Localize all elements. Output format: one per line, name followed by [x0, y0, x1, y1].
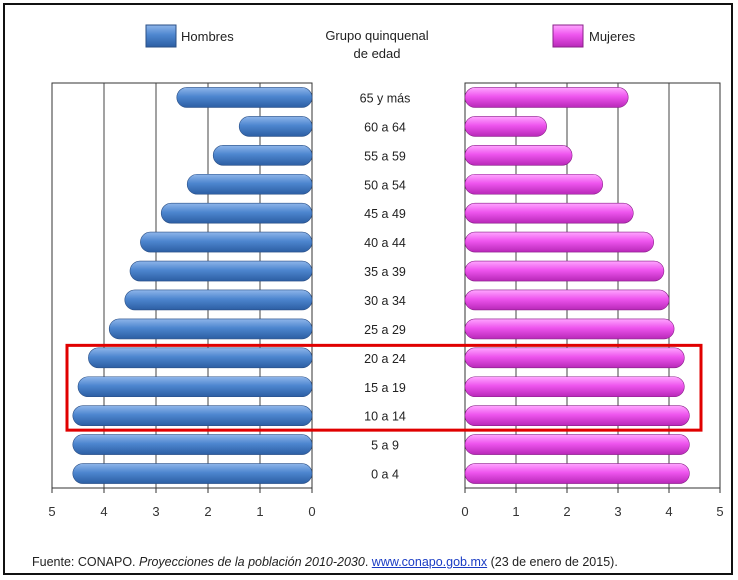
- center-title-line1: Grupo quinquenal: [325, 28, 428, 43]
- bar-women: [464, 318, 675, 340]
- bar-men: [238, 116, 313, 137]
- tick-label-right: 1: [512, 504, 519, 519]
- age-group-label: 55 a 59: [364, 149, 406, 163]
- bar-women: [464, 202, 634, 224]
- age-group-label: 15 a 19: [364, 381, 406, 395]
- source-suffix: (23 de enero de 2015).: [487, 555, 618, 569]
- age-group-label: 25 a 29: [364, 323, 406, 337]
- age-group-label: 10 a 14: [364, 410, 406, 424]
- source-title: Proyecciones de la población 2010-2030: [138, 555, 365, 569]
- bar-men: [212, 145, 313, 166]
- left-axis-ticks: 5 4 3 2 1 0: [48, 488, 316, 519]
- bar-men: [140, 231, 313, 253]
- bar-women: [464, 434, 690, 455]
- tick-label-right: 4: [665, 504, 672, 519]
- age-group-label: 35 a 39: [364, 265, 406, 279]
- tick-label-left: 0: [308, 504, 315, 519]
- age-group-labels: 65 y más 60 a 64 55 a 59 50 a 54 45 a 49 40 a…: [360, 91, 411, 481]
- bar-women: [464, 463, 690, 484]
- tick-label-right: 0: [461, 504, 468, 519]
- tick-label-right: 3: [614, 504, 621, 519]
- bar-men: [72, 434, 313, 455]
- age-group-label: 5 a 9: [371, 439, 399, 453]
- tick-label-left: 3: [152, 504, 159, 519]
- bar-women: [464, 376, 685, 398]
- bar-men: [108, 318, 313, 340]
- bar-men: [72, 463, 313, 484]
- age-group-label: 40 a 44: [364, 236, 406, 250]
- bar-men: [88, 347, 313, 369]
- legend-label-men: Hombres: [181, 29, 234, 44]
- men-bars: [72, 87, 313, 484]
- bar-women: [464, 87, 629, 108]
- age-group-label: 65 y más: [360, 91, 411, 105]
- bar-women: [464, 231, 654, 253]
- tick-label-left: 2: [204, 504, 211, 519]
- legend-label-women: Mujeres: [589, 29, 636, 44]
- legend-swatch-women: [552, 24, 584, 48]
- tick-label-right: 2: [563, 504, 570, 519]
- bar-men: [124, 289, 313, 311]
- age-group-label: 50 a 54: [364, 178, 406, 192]
- bar-women: [464, 347, 685, 369]
- bar-men: [160, 202, 313, 224]
- source-separator: .: [364, 555, 372, 569]
- bar-men: [186, 173, 313, 195]
- women-bars: [464, 87, 690, 484]
- highlight-box: [65, 343, 703, 432]
- age-group-label: 45 a 49: [364, 207, 406, 221]
- bar-women: [464, 145, 573, 166]
- bar-women: [464, 289, 670, 311]
- bar-men: [129, 260, 313, 282]
- center-title-line2: de edad: [354, 46, 401, 61]
- bar-men: [72, 405, 313, 426]
- right-axis-ticks: 0 1 2 3 4 5: [461, 488, 724, 519]
- source-link[interactable]: www.conapo.gob.mx: [371, 555, 488, 569]
- source-note: Fuente: CONAPO. Proyecciones de la pobla…: [32, 555, 618, 569]
- bar-women: [464, 260, 665, 282]
- bar-women: [464, 405, 690, 426]
- right-plot-area: [464, 82, 721, 489]
- age-group-label: 0 a 4: [371, 468, 399, 482]
- bar-men: [77, 376, 313, 398]
- age-group-label: 60 a 64: [364, 120, 406, 134]
- age-group-label: 30 a 34: [364, 294, 406, 308]
- tick-label-left: 4: [100, 504, 107, 519]
- tick-label-left: 5: [48, 504, 55, 519]
- source-prefix: Fuente: CONAPO.: [32, 555, 139, 569]
- tick-label-left: 1: [256, 504, 263, 519]
- right-gridlines: [515, 83, 670, 488]
- left-gridlines: [103, 83, 261, 488]
- age-group-label: 20 a 24: [364, 352, 406, 366]
- left-plot-area: [51, 82, 313, 489]
- legend-swatch-men: [145, 24, 177, 48]
- tick-label-right: 5: [716, 504, 723, 519]
- bar-men: [176, 87, 313, 108]
- bar-women: [464, 173, 603, 195]
- bar-women: [464, 116, 547, 137]
